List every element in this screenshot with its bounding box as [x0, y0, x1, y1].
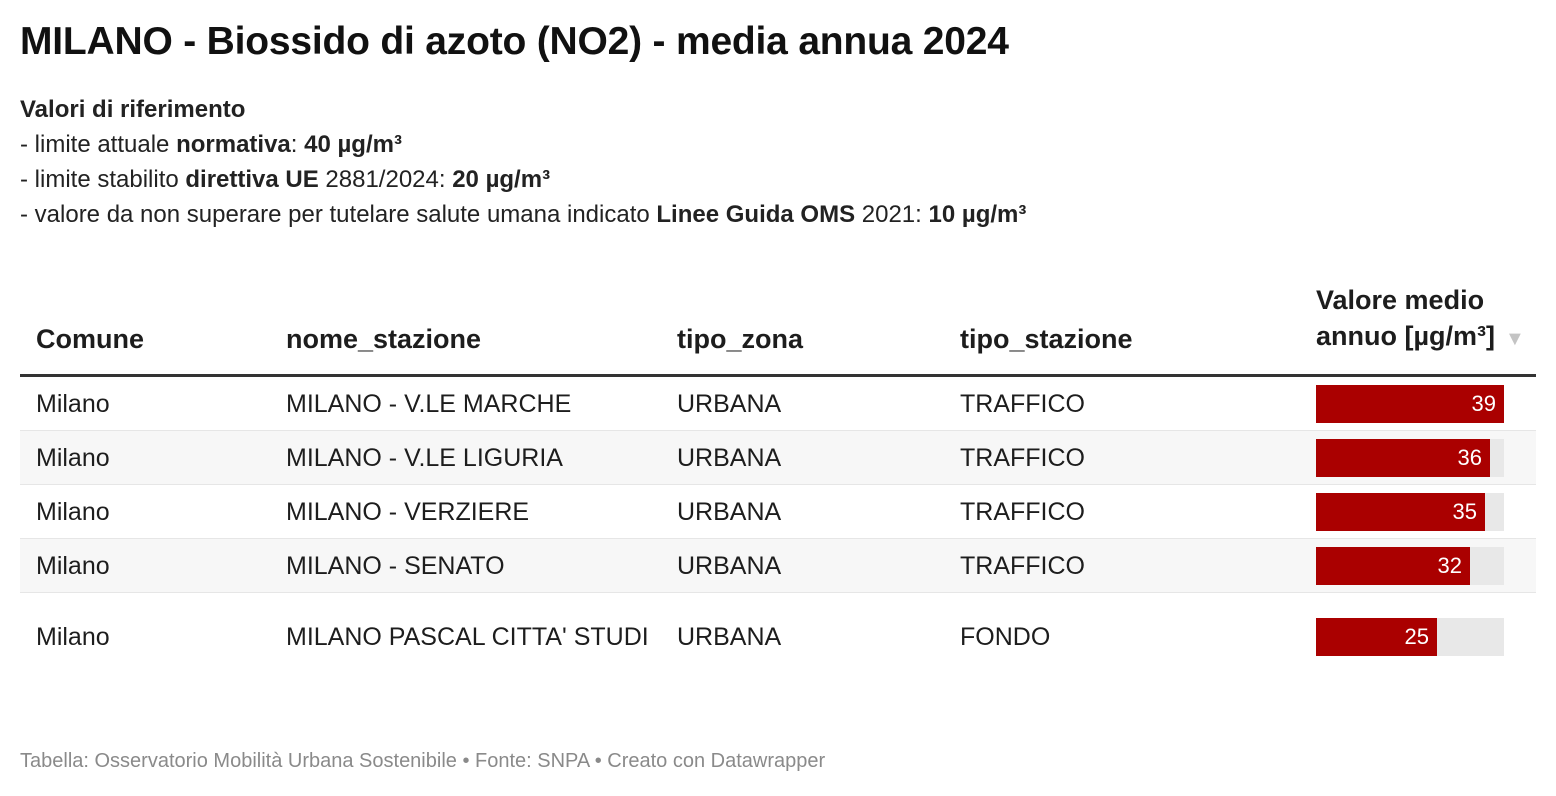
cell-valore: 32 — [1316, 538, 1536, 593]
column-header-nome-stazione[interactable]: nome_stazione — [270, 282, 661, 377]
reference-line-segment: Linee Guida OMS — [656, 201, 856, 228]
column-header-valore-label: Valore medio annuo [µg/m³] — [1316, 285, 1496, 351]
reference-line-segment: 10 µg/m³ — [928, 201, 1027, 228]
reference-line-segment: 2021: — [855, 201, 929, 228]
cell-valore: 35 — [1316, 484, 1536, 539]
cell-nome-stazione: MILANO - VERZIERE — [270, 484, 661, 539]
column-header-comune[interactable]: Comune — [20, 282, 270, 377]
cell-tipo-stazione: TRAFFICO — [944, 538, 1316, 593]
bar: 25 — [1316, 618, 1437, 656]
reference-line-segment: - limite attuale — [20, 131, 177, 158]
data-table: Comune nome_stazione tipo_zona tipo_staz… — [20, 282, 1536, 681]
cell-valore: 25 — [1316, 593, 1536, 682]
cell-tipo-zona: URBANA — [661, 430, 944, 485]
bar-value-label: 32 — [1437, 552, 1462, 578]
footer-credits: Tabella: Osservatorio Mobilità Urbana So… — [20, 750, 826, 772]
table-row: Milano MILANO - SENATO URBANA TRAFFICO 32 — [20, 538, 1536, 593]
sort-descending-icon[interactable]: ▼ — [1505, 328, 1525, 350]
reference-line: - limite stabilito direttiva UE 2881/202… — [20, 162, 1026, 197]
cell-comune: Milano — [20, 430, 270, 485]
table-row: Milano MILANO - V.LE MARCHE URBANA TRAFFICO… — [20, 375, 1536, 431]
bar-value-label: 36 — [1457, 444, 1482, 470]
reference-line-segment: : — [290, 131, 305, 158]
cell-comune: Milano — [20, 484, 270, 539]
bar-track: 39 — [1316, 384, 1504, 423]
chart-title: MILANO - Biossido di azoto (NO2) - media… — [20, 20, 1009, 63]
bar-track: 25 — [1316, 618, 1504, 656]
reference-line-segment: - valore da non superare per tutelare sa… — [20, 201, 657, 228]
cell-tipo-zona: URBANA — [677, 623, 782, 651]
reference-line-segment: 20 µg/m³ — [452, 166, 551, 193]
cell-comune: Milano — [20, 375, 270, 431]
bar-track: 32 — [1316, 546, 1504, 585]
table-row: Milano MILANO PASCAL CITTA' STUDI URBANA FO… — [20, 593, 1536, 682]
reference-line-segment: 2881/2024: — [318, 166, 453, 193]
cell-tipo-stazione: TRAFFICO — [944, 484, 1316, 539]
cell-valore: 39 — [1316, 375, 1536, 431]
cell-tipo-zona: URBANA — [661, 484, 944, 539]
bar: 39 — [1316, 384, 1504, 423]
cell-comune: Milano — [36, 623, 110, 651]
cell-nome-stazione: MILANO - V.LE LIGURIA — [270, 430, 661, 485]
bar: 32 — [1316, 546, 1470, 585]
column-header-tipo-zona[interactable]: tipo_zona — [661, 282, 944, 377]
reference-values: Valori di riferimento - limite attuale n… — [20, 92, 1026, 232]
reference-line: - valore da non superare per tutelare sa… — [20, 197, 1026, 232]
table-header-row: Comune nome_stazione tipo_zona tipo_staz… — [20, 282, 1536, 377]
reference-line: - limite attuale normativa: 40 µg/m³ — [20, 127, 1026, 162]
cell-comune: Milano — [20, 538, 270, 593]
bar-track: 35 — [1316, 492, 1504, 531]
column-header-tipo-stazione[interactable]: tipo_stazione — [944, 282, 1316, 377]
column-header-valore[interactable]: Valore medio annuo [µg/m³] ▼ — [1316, 282, 1536, 377]
bar-value-label: 39 — [1471, 390, 1496, 416]
table-row: Milano MILANO - V.LE LIGURIA URBANA TRAFFIC… — [20, 430, 1536, 485]
cell-tipo-zona: URBANA — [661, 375, 944, 431]
reference-line-segment: - limite stabilito — [20, 166, 186, 193]
reference-lines: - limite attuale normativa: 40 µg/m³ - li… — [20, 127, 1026, 232]
bar-value-label: 25 — [1404, 624, 1429, 649]
bar-track: 36 — [1316, 438, 1504, 477]
table-row: Milano MILANO - VERZIERE URBANA TRAFFICO 35 — [20, 484, 1536, 539]
cell-nome-stazione: MILANO - SENATO — [270, 538, 661, 593]
cell-tipo-stazione: TRAFFICO — [944, 375, 1316, 431]
cell-tipo-zona: URBANA — [661, 538, 944, 593]
cell-nome-stazione: MILANO PASCAL CITTA' STUDI — [286, 623, 649, 651]
cell-tipo-stazione: TRAFFICO — [944, 430, 1316, 485]
reference-line-segment: direttiva UE — [185, 166, 319, 193]
bar: 35 — [1316, 492, 1485, 531]
cell-valore: 36 — [1316, 430, 1536, 485]
reference-heading: Valori di riferimento — [20, 96, 246, 123]
cell-tipo-stazione: FONDO — [960, 623, 1051, 651]
bar-value-label: 35 — [1452, 498, 1477, 524]
bar: 36 — [1316, 438, 1490, 477]
table-body: Milano MILANO - V.LE MARCHE URBANA TRAFFICO… — [20, 375, 1536, 682]
reference-line-segment: normativa — [176, 131, 291, 158]
reference-line-segment: 40 µg/m³ — [304, 131, 402, 158]
cell-nome-stazione: MILANO - V.LE MARCHE — [270, 375, 661, 431]
